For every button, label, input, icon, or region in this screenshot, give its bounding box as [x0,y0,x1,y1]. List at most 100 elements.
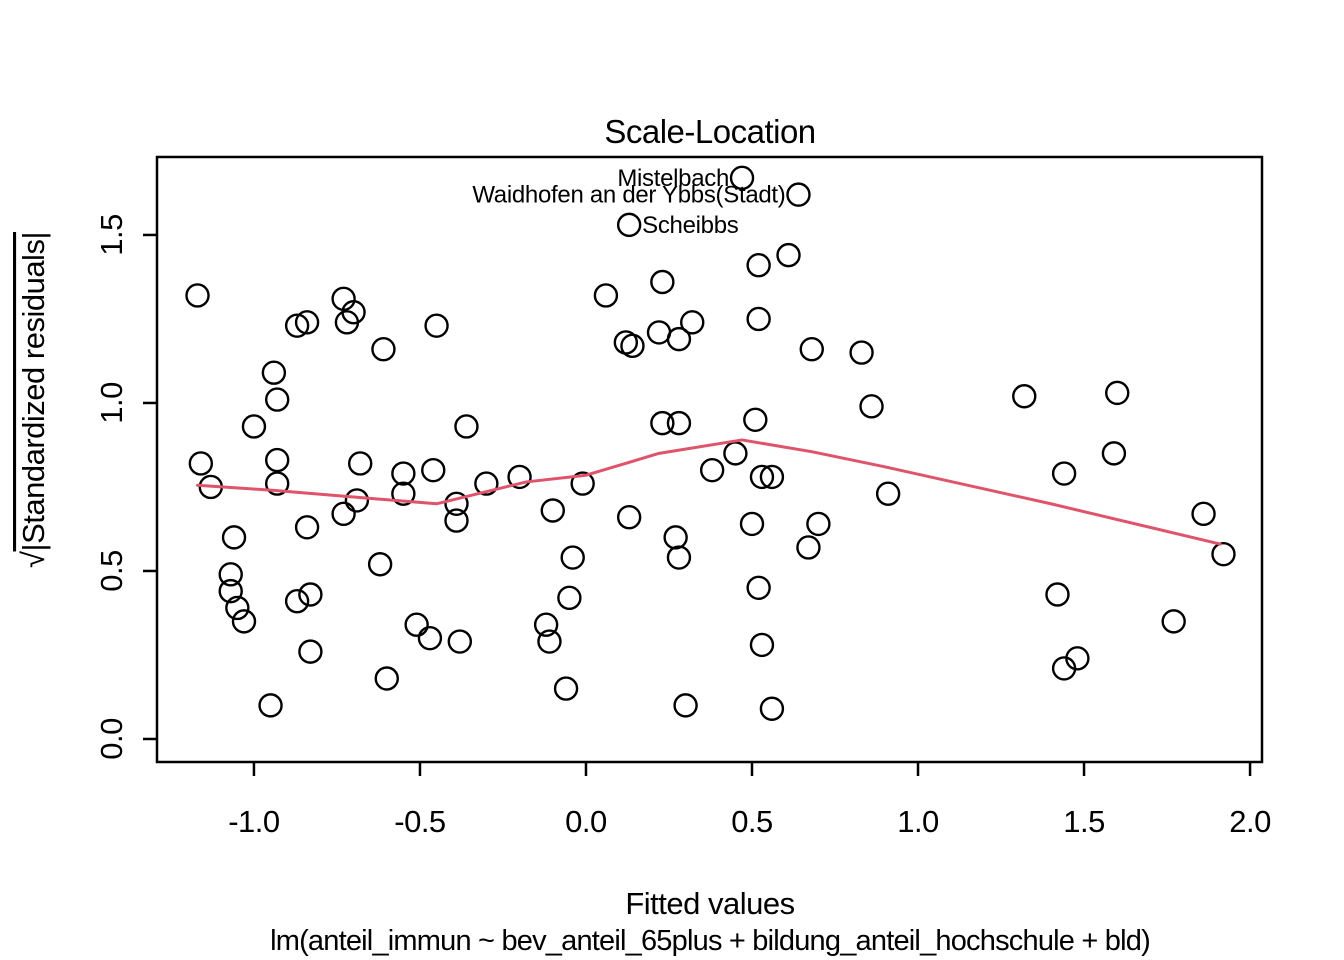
data-point [1191,501,1216,527]
y-tick-label: 0.5 [94,550,129,592]
x-axis-title: Fitted values [625,886,794,921]
x-tick-label: 0.0 [565,804,607,839]
data-point [650,410,675,436]
data-point [1045,582,1070,607]
data-point [673,693,698,718]
data-point [806,511,831,537]
data-point [1012,384,1037,409]
data-point [1051,461,1077,486]
data-point [699,457,725,483]
data-point [859,394,884,419]
data-point [739,511,765,537]
data-point [185,283,210,308]
data-point [616,212,642,238]
data-point [746,575,771,600]
data-point [231,609,257,634]
data-point [723,441,748,466]
x-tick-label: -0.5 [394,804,445,839]
data-point [553,676,579,701]
data-point [557,585,582,611]
data-point [264,387,290,412]
data-point [258,693,283,718]
data-point [341,300,366,325]
data-point [367,552,393,577]
y-tick-label: 1.5 [94,214,129,256]
point-label: Scheibbs [642,212,739,239]
data-point [680,310,705,335]
point-label: Waidhofen an der Ybbs(Stadt) [472,182,785,209]
data-point [749,464,775,490]
data-point [540,498,565,523]
x-axis-ticks: -1.0 -0.5 0.0 0.5 1.0 1.5 2.0 [228,762,1272,839]
data-point [241,414,267,439]
y-axis-title: √|Standardized residuals| [16,232,51,568]
data-point [444,491,469,516]
sqrt-symbol: √ [16,551,51,568]
data-point [746,252,771,278]
data-point [218,578,243,604]
plot-border [155,155,1264,764]
data-point [294,515,320,540]
data-point [391,461,416,486]
x-tick-label: -1.0 [228,804,280,839]
data-point [221,525,247,550]
data-point [284,589,310,614]
data-point [474,471,499,496]
data-point [560,545,585,570]
data-point [849,340,874,365]
data-point [348,451,373,476]
data-point [650,269,675,295]
data-point [391,481,416,506]
y-axis-ticks: 0.0 0.5 1.0 1.5 [94,214,157,760]
data-point [776,242,801,268]
data-point [298,582,323,607]
data-point [284,313,310,338]
data-point [666,410,692,436]
data-point [796,535,821,560]
x-tick-label: 2.0 [1229,804,1271,839]
data-point [424,313,449,338]
y-tick-label: 0.0 [94,718,129,760]
x-tick-label: 1.0 [897,804,939,839]
y-tick-label: 1.0 [94,382,129,424]
data-point [421,457,446,483]
smooth-line [196,438,1222,546]
data-point [264,447,290,473]
data-point [447,629,473,654]
data-point [1105,380,1130,406]
data-point [444,508,469,533]
data-point [875,481,901,506]
data-point [593,283,619,308]
data-point [264,471,290,496]
data-point [620,333,645,359]
data-point [218,562,243,587]
data-point [188,451,214,476]
model-formula-subtitle: lm(anteil_immun ~ bev_anteil_65plus + bi… [270,925,1150,957]
data-point [666,545,692,570]
data-point [749,632,775,658]
data-point [759,464,785,490]
data-point [799,337,824,362]
data-point [616,505,642,530]
data-point [663,525,688,550]
point-label: Mistelbach [617,165,729,192]
data-point [417,625,443,651]
data-point [225,595,250,621]
data-point [1211,541,1236,567]
data-point [294,310,320,335]
x-tick-label: 0.5 [731,804,773,839]
data-point [533,612,559,637]
data-point [537,629,562,654]
data-point [374,666,399,691]
scatter-points-layer [185,165,1236,721]
data-point [1101,441,1127,466]
data-point [344,488,370,513]
data-point [261,360,287,385]
data-point [759,696,785,721]
data-point [1161,609,1186,634]
data-point [743,407,768,432]
data-point [1051,656,1077,681]
